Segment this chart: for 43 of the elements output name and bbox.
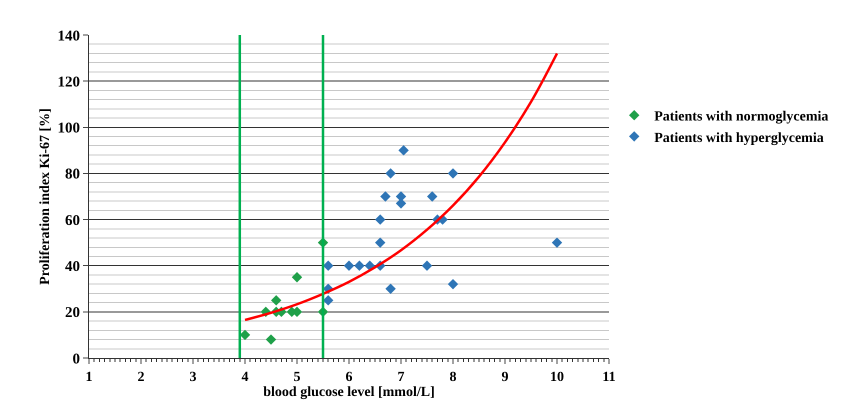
point [422,260,432,271]
y-tick-label: 100 [58,120,80,137]
point [240,330,250,340]
point [344,260,354,271]
point [380,191,391,202]
legend-label: Patients with hyperglycemia [654,130,824,146]
y-tick-label: 120 [58,74,80,90]
point [375,214,386,225]
point [552,237,562,248]
legend-label: Patients with normoglycemia [654,110,828,125]
point [448,278,458,290]
x-axis-title: blood glucose level [mmol/L] [263,385,435,400]
point [354,260,365,271]
x-tick-label: 10 [550,370,564,385]
x-tick-label: 6 [346,370,352,385]
point [385,168,396,179]
point [266,334,276,345]
x-tick-label: 9 [502,370,508,385]
y-tick-label: 140 [58,28,80,44]
point [271,295,282,306]
x-tick-label: 11 [602,370,616,385]
point [398,145,409,156]
point [427,191,438,202]
point [323,260,334,271]
point [292,272,302,282]
y-axis-title: Proliferation index Ki-67 [%] [38,108,54,285]
y-tick-label: 20 [65,305,80,322]
x-tick-label: 4 [242,370,248,385]
y-tick-label: 0 [72,351,80,368]
point [323,295,334,306]
point [375,237,386,248]
x-tick-label: 2 [138,370,144,385]
x-tick-label: 7 [398,370,404,385]
y-tick-label: 60 [65,212,80,229]
y-tick-label: 40 [65,258,80,275]
y-tick-label: 80 [65,166,80,183]
point [385,284,396,294]
x-tick-label: 1 [86,370,92,385]
point [448,168,458,179]
line-series [244,52,558,322]
x-tick-label: 3 [190,370,196,385]
x-tick-label: 5 [294,370,300,385]
x-tick-label: 8 [450,370,456,385]
